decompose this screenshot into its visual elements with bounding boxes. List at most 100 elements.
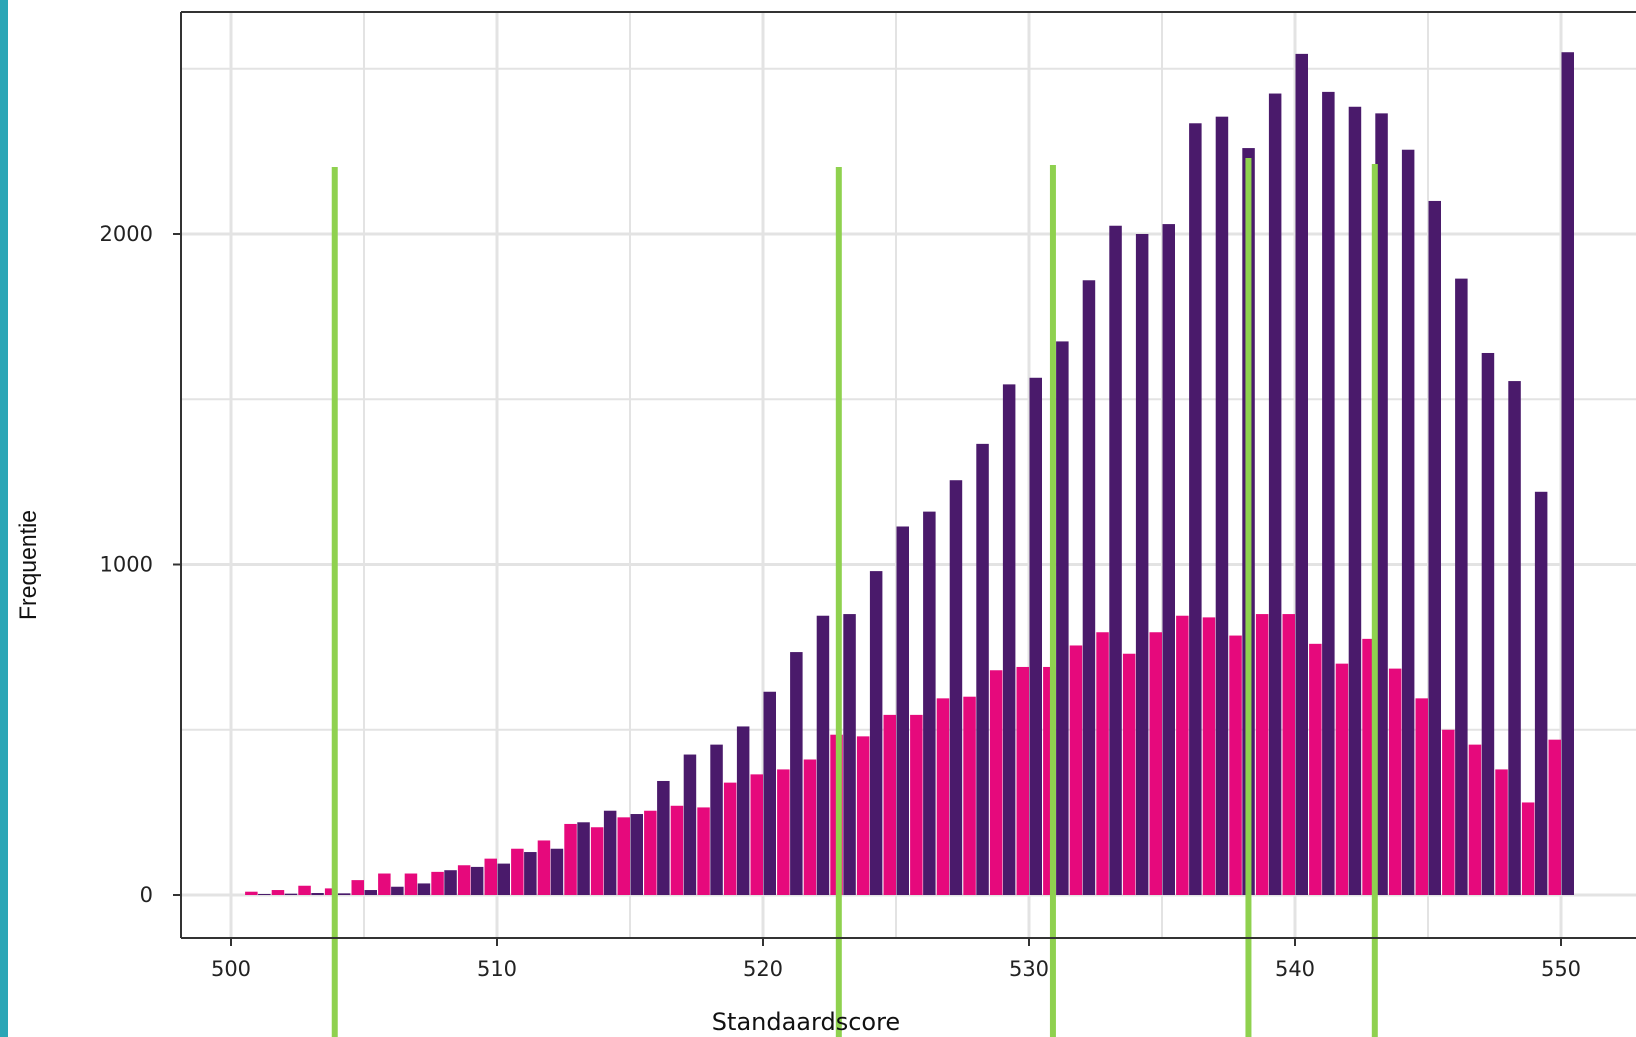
bar-series2-512 xyxy=(550,848,564,895)
bar-series1-508 xyxy=(431,871,444,895)
x-tick-label-510: 510 xyxy=(477,957,517,981)
bar-series1-507 xyxy=(404,873,418,895)
bar-series2-527 xyxy=(949,480,963,895)
bar-series2-550 xyxy=(1561,52,1574,896)
bar-series1-539 xyxy=(1255,614,1269,895)
bar-series2-547 xyxy=(1481,352,1495,896)
bar-series1-537 xyxy=(1202,617,1216,895)
bar-series2-511 xyxy=(524,852,537,895)
bar-series1-547 xyxy=(1468,744,1482,895)
bar-series1-543 xyxy=(1362,638,1375,895)
reference-lines xyxy=(331,158,1378,1037)
bar-series2-505 xyxy=(364,890,377,895)
bar-series1-512 xyxy=(537,840,551,895)
bar-series1-522 xyxy=(803,759,817,895)
bar-series2-529 xyxy=(1002,384,1016,895)
bar-series2-501 xyxy=(258,894,271,895)
bar-series2-524 xyxy=(869,571,883,895)
bar-series2-516 xyxy=(657,780,670,895)
bar-series2-513 xyxy=(577,822,590,895)
bar-series1-540 xyxy=(1282,614,1295,895)
bar-series1-517 xyxy=(670,805,684,895)
bar-series1-546 xyxy=(1442,729,1455,895)
bar-series2-533 xyxy=(1109,225,1122,896)
bar-series2-517 xyxy=(683,754,697,895)
bar-series2-520 xyxy=(763,691,776,895)
bar-series2-544 xyxy=(1401,149,1415,895)
bar-series1-505 xyxy=(351,880,364,895)
bar-series2-540 xyxy=(1295,53,1308,895)
bar-series2-534 xyxy=(1135,234,1149,895)
bar-series1-529 xyxy=(989,670,1003,895)
bar-series2-507 xyxy=(417,883,431,895)
bar-series2-506 xyxy=(391,886,404,895)
bar-series2-536 xyxy=(1189,123,1202,896)
x-tick-label-550: 550 xyxy=(1541,957,1581,981)
bar-series2-531 xyxy=(1056,341,1069,896)
bar-series1-502 xyxy=(271,890,285,895)
bar-series2-539 xyxy=(1268,93,1282,896)
bar-series1-534 xyxy=(1122,653,1136,895)
bar-series2-535 xyxy=(1162,224,1175,895)
bar-series2-510 xyxy=(497,863,510,895)
bar-series1-528 xyxy=(963,696,976,895)
bar-series1-519 xyxy=(723,782,737,895)
bar-series1-520 xyxy=(750,774,763,895)
bar-series2-530 xyxy=(1029,377,1042,896)
bar-series2-509 xyxy=(470,866,484,895)
bar-series2-502 xyxy=(284,893,298,895)
bar-series1-532 xyxy=(1069,645,1083,895)
bar-series1-542 xyxy=(1335,663,1349,895)
x-tick-label-500: 500 xyxy=(211,957,251,981)
bar-series1-514 xyxy=(590,827,604,895)
bar-series1-513 xyxy=(564,823,577,895)
bar-series1-504 xyxy=(324,888,338,895)
bar-series2-528 xyxy=(976,443,989,895)
bar-series1-521 xyxy=(777,769,790,895)
bar-series1-533 xyxy=(1096,632,1109,895)
bar-series2-549 xyxy=(1534,491,1548,895)
bar-series1-515 xyxy=(617,817,630,895)
x-tick-label-540: 540 xyxy=(1275,957,1315,981)
bar-series1-525 xyxy=(883,714,896,895)
bar-series2-542 xyxy=(1348,106,1362,895)
bar-series1-550 xyxy=(1548,739,1561,895)
axes xyxy=(180,11,1636,939)
tick-labels: 500 510 520 530 540 550 0 1000 2000 xyxy=(100,222,1582,981)
y-axis-title: Frequentie xyxy=(15,510,42,620)
x-tick-label-530: 530 xyxy=(1009,957,1049,981)
bar-series2-522 xyxy=(816,615,830,895)
bar-series2-541 xyxy=(1322,91,1335,895)
bar-series1-527 xyxy=(936,698,950,895)
bar-series2-503 xyxy=(311,893,324,895)
bar-series1-541 xyxy=(1309,643,1322,895)
bar-series1-516 xyxy=(644,810,657,895)
y-tick-label-1000: 1000 xyxy=(100,553,153,577)
bar-series1-548 xyxy=(1495,769,1508,895)
bar-series1-503 xyxy=(298,885,311,895)
left-accent-strip xyxy=(0,0,8,1037)
bar-series2-543 xyxy=(1375,113,1388,896)
x-tick-label-520: 520 xyxy=(743,957,783,981)
bar-series1-506 xyxy=(378,873,391,895)
bar-series2-525 xyxy=(896,526,909,895)
bar-series1-511 xyxy=(511,848,524,895)
bar-series1-545 xyxy=(1415,698,1428,895)
bar-series1-536 xyxy=(1176,615,1189,895)
bar-series1-518 xyxy=(697,807,710,895)
y-tick-label-2000: 2000 xyxy=(100,222,153,246)
bar-series1-526 xyxy=(910,714,923,895)
bar-series2-518 xyxy=(710,744,723,895)
bar-series2-545 xyxy=(1428,200,1441,895)
bar-series1-524 xyxy=(856,736,870,895)
bar-series2-521 xyxy=(790,652,803,895)
bar-series2-519 xyxy=(736,726,750,895)
bar-series2-548 xyxy=(1508,381,1521,895)
bar-series1-501 xyxy=(245,891,258,895)
bar-series2-523 xyxy=(843,614,856,895)
y-tick-label-0: 0 xyxy=(140,883,153,907)
bar-series1-510 xyxy=(484,858,497,895)
bar-series2-537 xyxy=(1215,116,1229,896)
bar-series1-544 xyxy=(1388,668,1402,895)
